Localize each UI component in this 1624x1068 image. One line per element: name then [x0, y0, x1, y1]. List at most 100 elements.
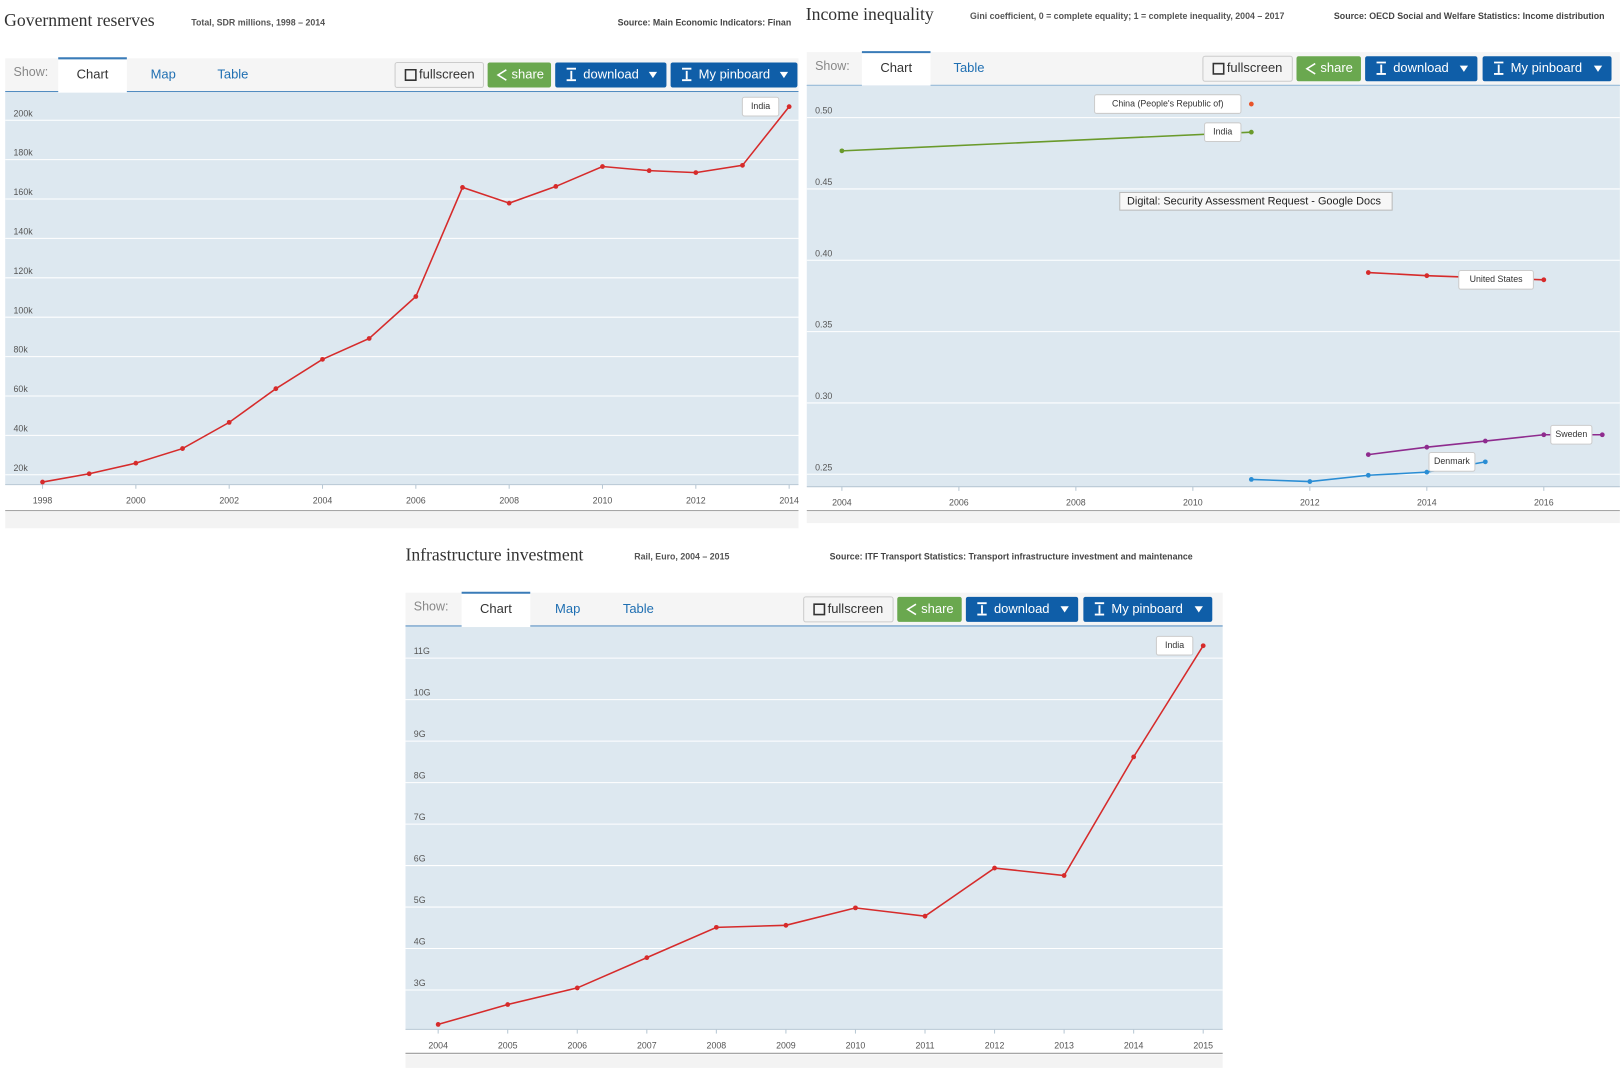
- data-point: [1365, 472, 1371, 478]
- toolbar-button[interactable]: [1296, 56, 1361, 82]
- x-tick-label: 2010: [846, 1040, 866, 1050]
- button-label[interactable]: fullscreen: [828, 601, 884, 616]
- data-point: [40, 479, 45, 485]
- chart-source: Source: OECD Social and Welfare Statisti…: [1334, 11, 1605, 21]
- dropdown-arrow: [1593, 65, 1603, 72]
- y-tick-label: 11G: [414, 646, 430, 656]
- x-tick-label: 2008: [1066, 498, 1086, 508]
- toolbar-button[interactable]: [1482, 56, 1612, 82]
- x-tick-label: 2012: [1300, 498, 1320, 508]
- data-point: [693, 170, 699, 176]
- toolbar-button[interactable]: [555, 62, 667, 88]
- button-label[interactable]: download: [994, 601, 1050, 616]
- series-label: India: [1213, 126, 1232, 136]
- y-tick-label: 160k: [14, 187, 34, 197]
- x-tick-label: 2010: [593, 496, 613, 506]
- button-label[interactable]: fullscreen: [1227, 60, 1283, 75]
- x-tick-label: 2006: [406, 496, 426, 506]
- tab[interactable]: Map: [555, 601, 580, 616]
- y-tick-label: 80k: [14, 345, 29, 355]
- toolbar-button[interactable]: [965, 596, 1079, 622]
- button-label[interactable]: share: [921, 601, 953, 616]
- chart-title: Infrastructure investment: [405, 544, 583, 564]
- x-tick-label: 2011: [916, 1040, 935, 1050]
- x-tick-label: 2004: [428, 1040, 448, 1050]
- chart-source: Source: Main Economic Indicators: Finan: [618, 17, 792, 27]
- x-tick-label: 2008: [499, 496, 519, 506]
- dropdown-arrow: [1060, 606, 1069, 613]
- tooltip: Digital: Security Assessment Request - G…: [1127, 196, 1382, 208]
- fullscreen-icon: [404, 68, 417, 81]
- show-label: Show:: [14, 65, 49, 79]
- data-point: [783, 922, 789, 928]
- x-tick-label: 2004: [832, 498, 852, 508]
- toolbar-button[interactable]: [1202, 55, 1293, 82]
- series-line: [841, 131, 1252, 152]
- series-label-box: [741, 96, 780, 117]
- x-tick-label: 2005: [498, 1040, 518, 1050]
- button-icon: [1494, 61, 1504, 75]
- tab[interactable]: Chart: [880, 60, 912, 75]
- y-tick-label: 3G: [414, 978, 426, 988]
- series-label: Denmark: [1434, 456, 1470, 466]
- data-point: [366, 336, 372, 341]
- y-tick-label: 120k: [14, 266, 34, 276]
- button-label[interactable]: My pinboard: [1511, 60, 1582, 75]
- series-label-box: [1204, 122, 1242, 143]
- button-label[interactable]: share: [1320, 60, 1352, 75]
- data-point: [1365, 270, 1371, 275]
- x-tick-label: 2012: [985, 1040, 1005, 1050]
- toolbar-button[interactable]: [1365, 56, 1478, 82]
- x-tick-label: 2014: [1417, 498, 1437, 508]
- button-label[interactable]: My pinboard: [1111, 601, 1182, 616]
- button-icon: [682, 67, 692, 82]
- chart-subtitle: Gini coefficient, 0 = complete equality;…: [970, 11, 1284, 21]
- toolbar-button[interactable]: [394, 61, 484, 88]
- toolbar-button[interactable]: [803, 596, 894, 623]
- y-tick-label: 0.45: [815, 177, 832, 187]
- x-tick-label: 2000: [126, 496, 146, 506]
- tab[interactable]: Chart: [480, 601, 512, 616]
- data-point: [1424, 273, 1430, 279]
- y-tick-label: 0.35: [815, 320, 832, 330]
- data-point: [320, 356, 325, 362]
- y-tick-label: 140k: [14, 226, 34, 236]
- y-tick-label: 0.25: [815, 462, 832, 472]
- y-tick-label: 6G: [414, 854, 426, 864]
- x-tick-label: 2015: [1193, 1040, 1213, 1050]
- x-tick-label: 2006: [567, 1040, 587, 1050]
- series-line: [437, 645, 1204, 1026]
- data-point: [1424, 444, 1430, 450]
- data-point: [1541, 432, 1547, 438]
- dropdown-arrow: [648, 71, 658, 79]
- tab[interactable]: Table: [953, 60, 984, 75]
- data-point: [646, 168, 652, 174]
- button-label[interactable]: share: [512, 66, 544, 81]
- button-label[interactable]: My pinboard: [699, 66, 770, 81]
- tab[interactable]: Chart: [77, 66, 109, 81]
- tab[interactable]: Map: [151, 66, 176, 81]
- button-icon: [566, 67, 576, 82]
- tab[interactable]: Table: [217, 66, 248, 81]
- fullscreen-icon: [1212, 62, 1225, 75]
- data-point: [600, 164, 605, 169]
- y-tick-label: 200k: [14, 108, 34, 118]
- button-label[interactable]: fullscreen: [419, 66, 475, 81]
- y-tick-label: 0.40: [815, 248, 832, 258]
- series-label-box: [1550, 424, 1593, 445]
- button-label[interactable]: download: [583, 66, 639, 81]
- data-point: [460, 185, 465, 190]
- data-point: [273, 386, 279, 392]
- data-point: [226, 419, 232, 425]
- plot-area: [405, 627, 1223, 1030]
- y-tick-label: 5G: [414, 895, 426, 905]
- button-label[interactable]: download: [1393, 60, 1449, 75]
- toolbar-button[interactable]: [1083, 596, 1213, 622]
- toolbar-button[interactable]: [670, 62, 798, 88]
- y-tick-label: 10G: [414, 688, 431, 698]
- toolbar-button[interactable]: [487, 62, 552, 88]
- tab[interactable]: Table: [623, 601, 654, 616]
- toolbar-button[interactable]: [897, 596, 962, 622]
- data-point: [1365, 452, 1371, 457]
